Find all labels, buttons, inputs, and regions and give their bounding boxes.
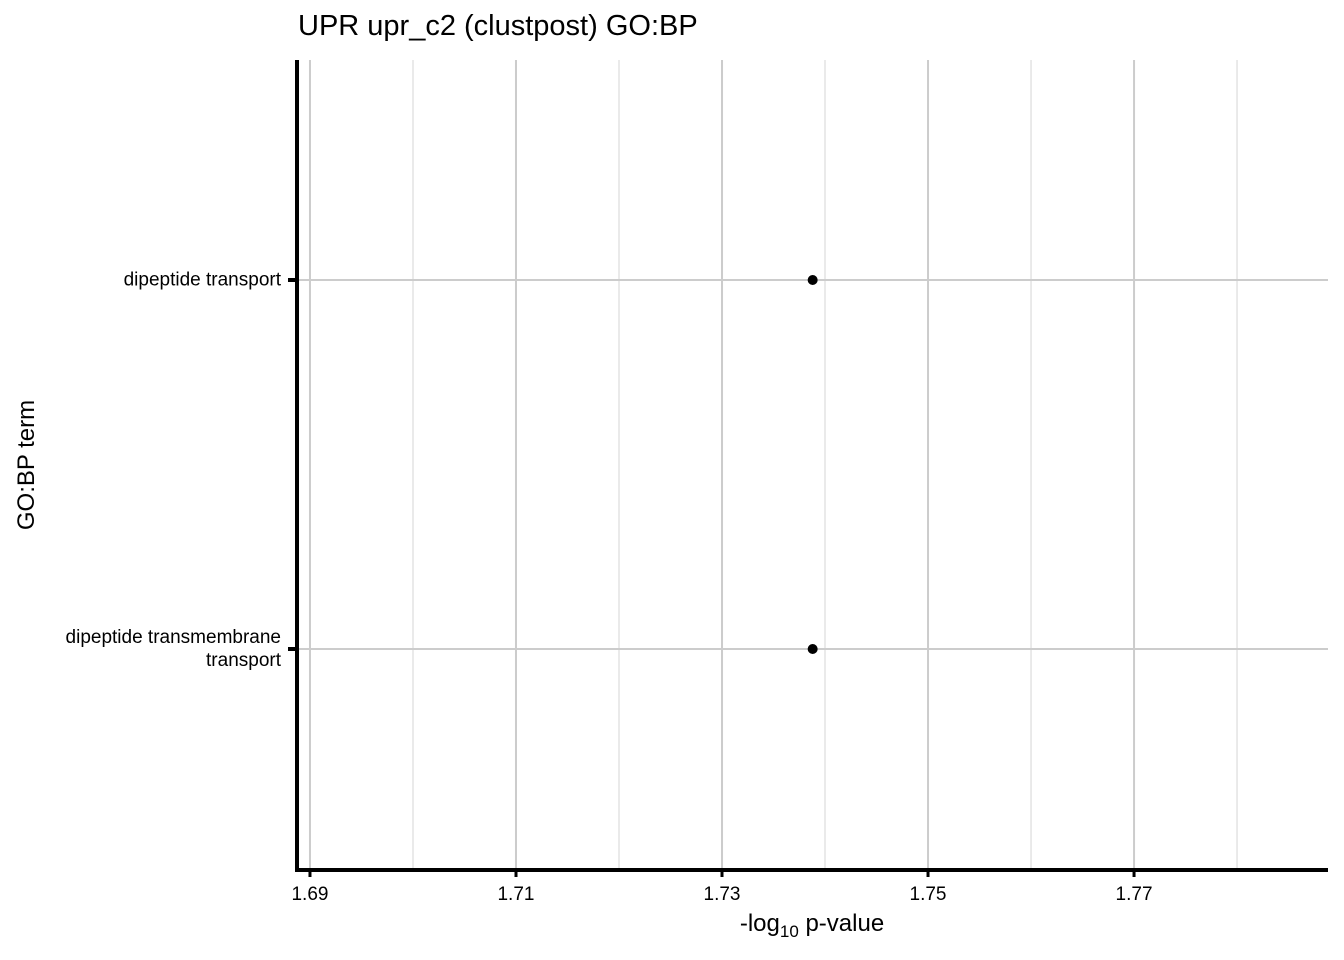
data-point bbox=[807, 275, 818, 285]
y-tick-label: dipeptide transport bbox=[123, 269, 281, 291]
x-axis-label-prefix: -log bbox=[739, 910, 780, 937]
x-axis-label-suffix: p-value bbox=[798, 910, 885, 937]
x-tick-label: 1.73 bbox=[703, 884, 741, 905]
x-tick-label: 1.69 bbox=[291, 884, 329, 905]
x-tick-label: 1.71 bbox=[497, 884, 535, 905]
x-axis-label-subscript: 10 bbox=[779, 921, 799, 941]
x-tick-label: 1.77 bbox=[1115, 884, 1153, 905]
x-tick-label: 1.75 bbox=[909, 884, 947, 905]
chart-title: UPR upr_c2 (clustpost) GO:BP bbox=[298, 10, 698, 42]
x-axis-label: -log10 p-value bbox=[740, 910, 884, 942]
data-point bbox=[807, 644, 818, 654]
y-tick-label: dipeptide transmembrane transport bbox=[65, 627, 281, 671]
